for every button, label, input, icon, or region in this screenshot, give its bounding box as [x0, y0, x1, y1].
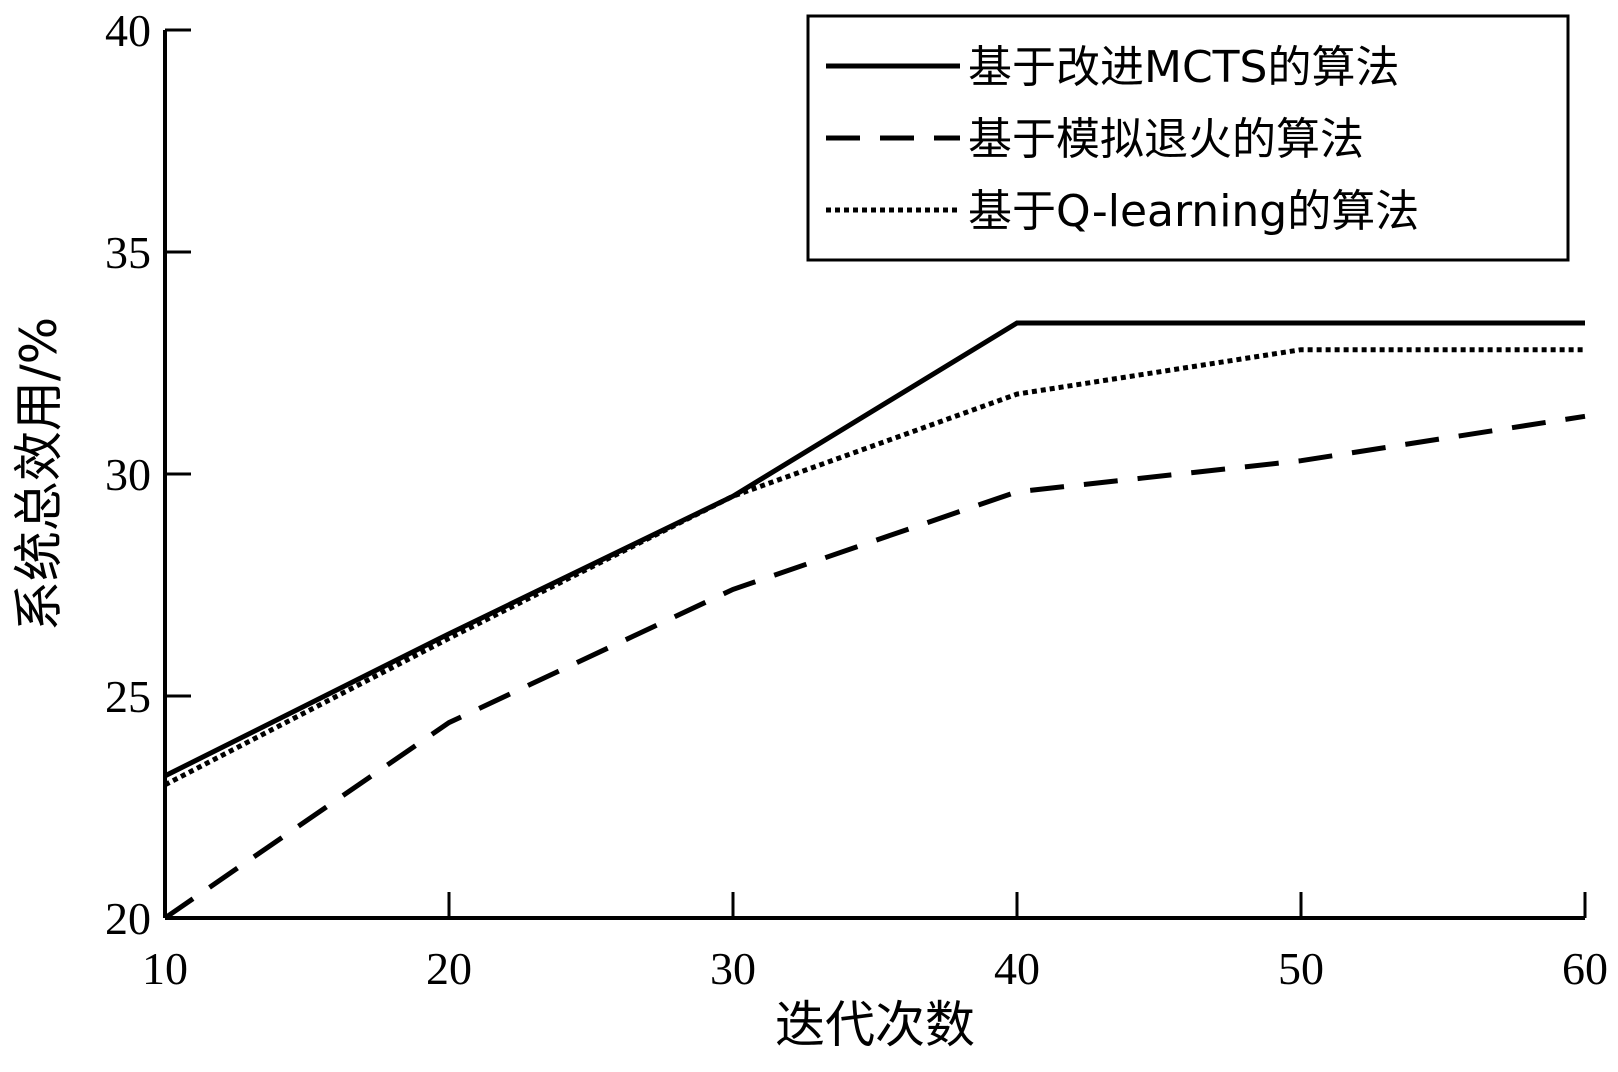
y-tick-label: 20 [105, 893, 151, 944]
y-axis-label: 系统总效用/% [10, 317, 68, 631]
legend-label-3: 基于Q-learning的算法 [968, 186, 1419, 237]
x-tick-label: 20 [426, 943, 472, 994]
y-tick-label: 40 [105, 5, 151, 56]
series-line-2 [163, 413, 1586, 921]
series-line-1 [163, 320, 1585, 779]
y-tick-label: 35 [105, 227, 151, 278]
x-tick-label: 60 [1562, 943, 1608, 994]
x-axis-label: 迭代次数 [775, 996, 975, 1054]
legend-label-1: 基于改进MCTS的算法 [968, 42, 1400, 93]
series-line-3 [163, 347, 1585, 788]
x-tick-label: 40 [994, 943, 1040, 994]
x-tick-label: 30 [710, 943, 756, 994]
x-tick-label: 50 [1278, 943, 1324, 994]
y-tick-label: 30 [105, 449, 151, 500]
legend-label-2: 基于模拟退火的算法 [968, 114, 1364, 165]
series-layer [163, 320, 1586, 921]
x-tick-label: 10 [142, 943, 188, 994]
y-tick-label: 25 [105, 671, 151, 722]
